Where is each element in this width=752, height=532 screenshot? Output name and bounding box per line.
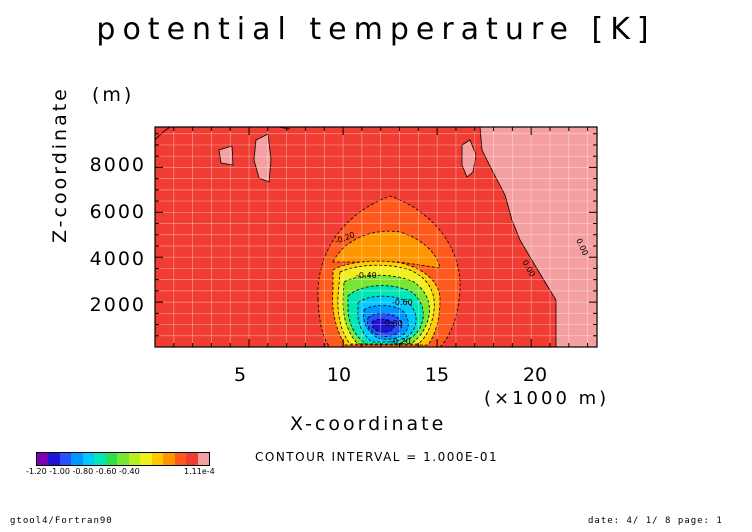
y-tick-label: 2000 (89, 294, 146, 316)
contour-label: -0.60 (392, 298, 413, 307)
contour-label: -0.40 (356, 271, 377, 280)
y-axis-unit: (m) (92, 84, 135, 106)
footer-right-text: date: 4/ 1/ 8 page: 1 (588, 516, 723, 526)
legend-label: -1.20 -1.00 -0.80 -0.60 -0.40 (26, 467, 140, 476)
contour-level--0.20 (332, 230, 441, 269)
contour-fill-positive-blob (253, 133, 272, 183)
legend-color-swatch (48, 453, 60, 465)
contour-label: -0.80 (382, 319, 403, 328)
contour-line-zero (155, 127, 171, 141)
legend-color-swatch (174, 453, 187, 465)
legend-color-swatch (151, 453, 164, 465)
plot-frame (154, 126, 598, 348)
x-axis-unit: (×1000 m) (484, 388, 610, 409)
footer-left-text: gtool4/Fortran90 (10, 516, 113, 526)
color-legend-bar (36, 452, 210, 466)
legend-color-swatch (82, 453, 95, 465)
axis-ticks (155, 127, 597, 347)
x-tick-label: 20 (522, 364, 548, 386)
contour-field (155, 127, 597, 347)
legend-color-swatch (128, 453, 141, 465)
x-tick-label: 15 (424, 364, 450, 386)
legend-color-swatch (71, 453, 83, 465)
y-tick-label: 6000 (89, 201, 146, 223)
x-axis-label: X-coordinate (290, 413, 447, 435)
legend-color-swatch (105, 453, 118, 465)
x-tick-label: 10 (326, 364, 352, 386)
x-tick-label: 5 (233, 364, 247, 386)
plot-grid (155, 127, 597, 347)
legend-label: 1.11e-4 (184, 467, 215, 476)
legend-color-swatch (197, 453, 210, 465)
contour-fill-positive-blob (218, 145, 234, 166)
contour-label: -0.20 (390, 337, 411, 346)
y-tick-label: 4000 (89, 248, 146, 270)
contour-level--1.00 (371, 318, 395, 333)
legend-color-swatch (186, 453, 198, 465)
contour-interval-text: CONTOUR INTERVAL = 1.000E-01 (255, 450, 499, 464)
legend-color-swatch (37, 453, 49, 465)
legend-color-swatch (94, 453, 106, 465)
legend-color-swatch (163, 453, 175, 465)
legend-color-swatch (59, 453, 72, 465)
chart-title: potential temperature [K] (96, 12, 656, 47)
contour-fill-positive-blob (461, 139, 477, 178)
legend-color-swatch (140, 453, 152, 465)
contour-fill-positive-right (479, 127, 597, 347)
legend-color-swatch (117, 453, 129, 465)
y-tick-label: 8000 (89, 154, 146, 176)
